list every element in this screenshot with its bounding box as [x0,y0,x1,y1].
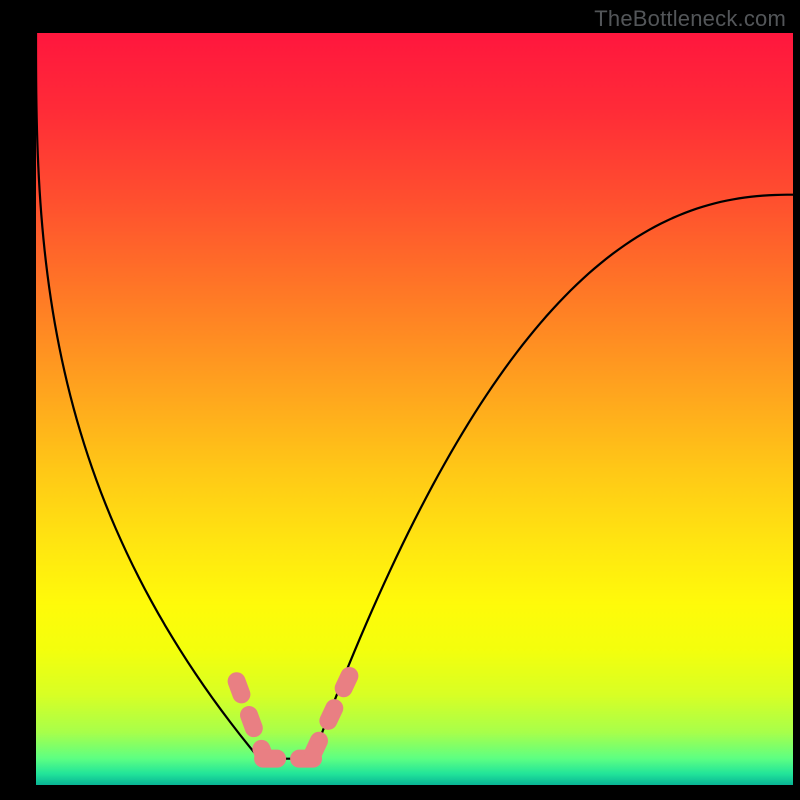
watermark-text: TheBottleneck.com [594,6,786,32]
plot-area [36,33,793,785]
valley-marker-segment [313,676,349,753]
bottleneck-curve [36,33,793,759]
valley-marker-segment [237,681,263,753]
curve-layer [36,33,793,785]
valley-marker-group [237,676,350,759]
